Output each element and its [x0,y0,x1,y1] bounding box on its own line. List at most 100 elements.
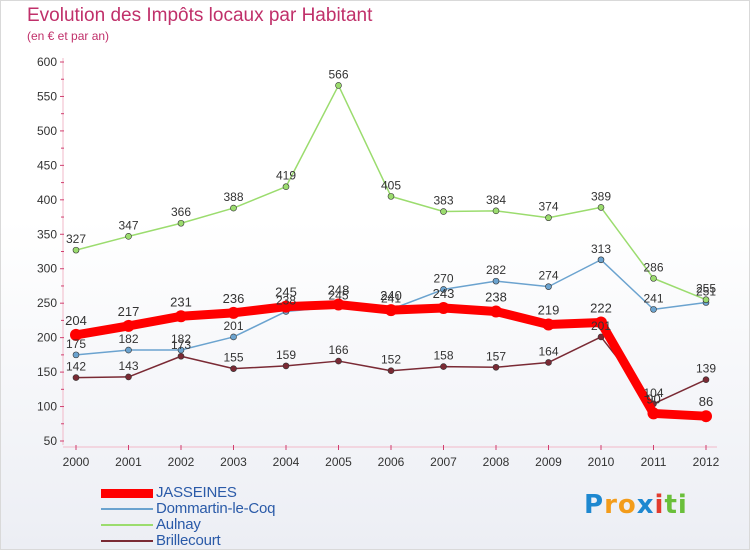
data-label-aulnay: 383 [433,194,453,208]
data-label-brillecourt: 139 [696,362,716,376]
data-label-aulnay: 255 [696,282,716,296]
y-tick-label: 550 [37,89,57,103]
data-point-brillecourt [387,367,395,375]
data-point-jasseines [175,310,187,323]
data-label-dommartin-le-coq: 241 [381,291,401,305]
y-tick-label: 250 [37,296,57,310]
x-tick-label: 2009 [535,455,562,469]
data-label-brillecourt: 159 [276,348,296,362]
data-point-jasseines [700,410,712,423]
data-point-dommartin-le-coq [230,333,237,341]
data-point-aulnay [125,233,132,240]
data-label-dommartin-le-coq: 251 [696,284,716,298]
data-point-aulnay [597,204,605,211]
x-tick-label: 2012 [693,455,720,469]
data-point-dommartin-le-coq [177,346,185,354]
x-tick-label: 2008 [483,455,510,469]
data-point-aulnay [282,183,290,191]
data-point-aulnay [545,214,552,222]
data-point-brillecourt [492,363,500,371]
data-label-jasseines: 222 [590,300,612,315]
data-label-aulnay: 405 [381,178,401,192]
data-label-jasseines: 238 [485,289,507,304]
data-point-jasseines [385,304,397,317]
chart-title: Evolution des Impôts locaux par Habitant [27,5,373,26]
data-label-brillecourt: 152 [381,353,401,367]
data-label-jasseines: 236 [223,291,245,306]
data-point-brillecourt [597,333,605,341]
data-label-dommartin-le-coq: 238 [276,293,296,307]
logo-letter: r [604,490,618,520]
data-label-brillecourt: 155 [223,351,243,365]
data-label-jasseines: 219 [538,303,560,318]
data-point-aulnay [702,296,710,304]
legend-swatch-brillecourt [101,540,153,542]
data-point-jasseines [542,318,555,331]
data-point-jasseines [227,306,240,319]
data-point-aulnay [335,82,342,89]
x-tick-label: 2006 [378,455,405,469]
data-label-dommartin-le-coq: 201 [223,319,243,333]
x-tick-label: 2011 [641,455,667,469]
data-label-aulnay: 366 [171,205,191,219]
data-point-brillecourt [230,365,237,372]
y-tick-label: 200 [37,331,57,345]
data-label-jasseines: 243 [433,286,455,301]
logo-letter: o [617,490,637,520]
data-label-dommartin-le-coq: 175 [66,337,86,351]
proxiti-logo: Proxiti [584,490,688,520]
legend-item-dommartin-le-coq[interactable]: Dommartin-le-Coq [101,500,361,517]
y-tick-label: 450 [37,158,57,172]
y-tick-label: 500 [37,124,57,138]
data-label-jasseines: 240 [380,288,402,303]
x-tick-label: 2005 [325,455,352,469]
x-tick-label: 2007 [430,455,457,469]
data-label-dommartin-le-coq: 241 [643,291,663,305]
data-point-dommartin-le-coq [650,306,657,313]
data-point-aulnay [440,208,447,215]
data-label-aulnay: 347 [118,218,138,232]
data-label-brillecourt: 142 [66,360,86,374]
data-point-brillecourt [282,362,290,370]
y-tick-label: 300 [37,262,57,276]
legend-label-aulnay: Aulnay [156,516,201,533]
data-point-jasseines [490,305,502,318]
y-tick-label: 150 [37,365,57,379]
x-tick-label: 2003 [220,455,247,469]
data-label-aulnay: 327 [66,232,86,246]
data-point-dommartin-le-coq [492,277,500,285]
legend-item-brillecourt[interactable]: Brillecourt [101,532,361,549]
data-label-dommartin-le-coq: 274 [538,269,558,283]
y-tick-label: 400 [37,193,57,207]
data-label-dommartin-le-coq: 182 [171,332,191,346]
legend-item-jasseines[interactable]: JASSEINES [101,484,361,501]
data-label-brillecourt: 173 [171,338,191,352]
data-label-dommartin-le-coq: 270 [433,271,453,285]
legend-label-dommartin-le-coq: Dommartin-le-Coq [156,500,276,517]
data-point-jasseines [280,300,292,313]
data-point-dommartin-le-coq [545,283,552,290]
data-label-jasseines: 90 [646,391,660,406]
logo-letter: i [677,490,688,520]
data-label-jasseines: 86 [699,394,713,409]
data-label-aulnay: 286 [643,260,663,274]
data-point-brillecourt [72,374,80,381]
legend-item-aulnay[interactable]: Aulnay [101,516,361,533]
y-tick-label: 600 [37,55,57,69]
data-point-jasseines [122,319,135,332]
data-point-brillecourt [440,363,447,370]
legend-label-brillecourt: Brillecourt [156,532,221,549]
data-label-jasseines: 204 [65,313,87,328]
legend-label-jasseines: JASSEINES [156,484,237,501]
logo-letter: t [664,490,678,520]
data-label-dommartin-le-coq: 313 [591,242,611,256]
data-label-brillecourt: 104 [643,386,663,400]
data-label-jasseines: 248 [328,283,350,298]
data-point-aulnay [72,246,80,254]
data-label-jasseines: 231 [170,294,192,309]
data-point-brillecourt [125,373,132,381]
data-point-brillecourt [702,376,710,383]
data-point-jasseines [595,316,607,329]
x-tick-label: 2010 [588,455,615,469]
